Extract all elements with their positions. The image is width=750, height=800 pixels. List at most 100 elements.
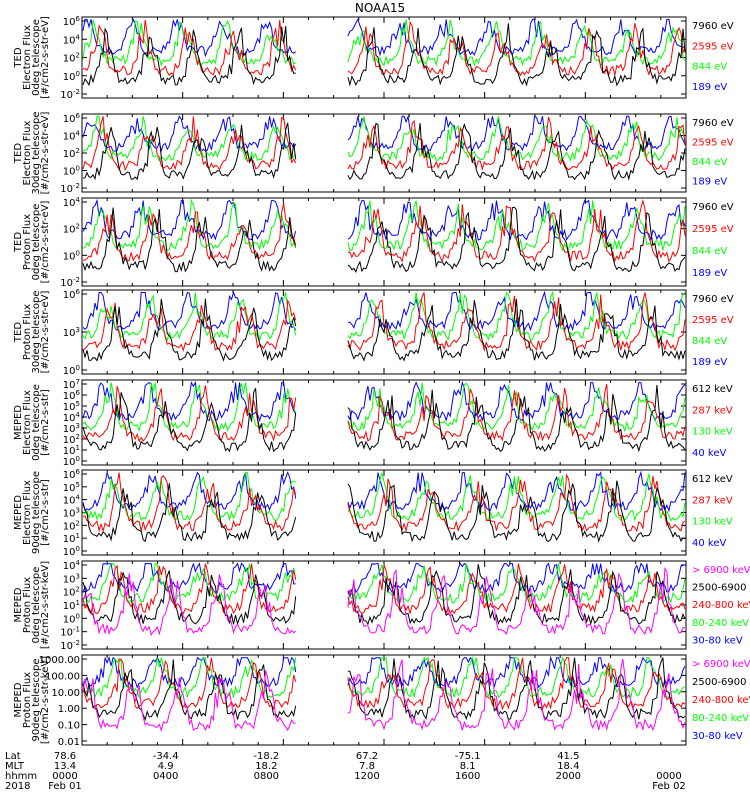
series-trace [82, 472, 686, 533]
series-trace [82, 383, 686, 443]
y-tick-label: 105 [63, 481, 80, 494]
footer-hhmm: 2000 [556, 771, 581, 782]
footer-hhmm: 0000 [656, 771, 681, 782]
footer-hhmm: 0400 [153, 771, 178, 782]
y-tick-label: 104 [63, 130, 81, 143]
y-tick-label: 106 [63, 288, 81, 301]
legend-entry: 30-80 keV [692, 635, 743, 646]
y-tick-label: 103 [63, 326, 80, 339]
y-tick-label: 100 [63, 545, 80, 558]
y-tick-label: 104 [63, 559, 81, 572]
y-tick-label: 102 [63, 519, 80, 532]
y-tick-label: 103 [63, 422, 80, 435]
y-tick-label: 104 [63, 494, 81, 507]
y-tick-label: 106 [63, 468, 81, 481]
y-tick-label: 101 [63, 444, 80, 457]
footer-mlt: 18.2 [255, 761, 277, 772]
y-tick-label: 1000.00 [39, 655, 80, 666]
legend-entry: 844 eV [692, 157, 727, 168]
legend: 7960 eV 2595 eV 844 eV 189 eV [692, 118, 734, 188]
series-trace [82, 659, 686, 733]
legend: > 6900 keV 2500-6900 240-800 keV 80-240 keV… [692, 565, 750, 646]
y-axis-label: TEDElectron Flux0deg telescope[#/cm2-s-s… [13, 16, 51, 99]
legend: 7960 eV 2595 eV 844 eV 189 eV [692, 294, 734, 368]
series-trace [82, 472, 686, 522]
y-tick-label: 100.00 [45, 671, 80, 682]
legend: 7960 eV 2595 eV 844 eV 189 eV [692, 202, 734, 279]
legend-entry: 240-800 keV [692, 695, 750, 706]
footer-row-label: Lat [5, 751, 21, 762]
series-trace [82, 290, 686, 343]
legend: 612 keV 287 keV 130 keV 40 keV [692, 474, 733, 549]
footer-row-label: MLT [5, 761, 25, 772]
y-tick-label: 101 [63, 599, 80, 612]
legend-entry: 189 eV [692, 177, 727, 188]
footer-date: Feb 01 [48, 781, 82, 792]
legend: 7960 eV 2595 eV 844 eV 189 eV [692, 21, 734, 93]
legend-entry: 7960 eV [692, 202, 734, 213]
y-tick-label: 100 [63, 249, 80, 262]
y-tick-label: 106 [63, 112, 81, 125]
y-tick-label: 100 [63, 70, 80, 83]
y-tick-label: 100 [63, 455, 80, 468]
footer-lat: -18.2 [253, 751, 279, 762]
footer-lat: -75.1 [455, 751, 481, 762]
y-tick-label: 10-2 [60, 276, 80, 289]
y-tick-label: 100 [63, 364, 80, 377]
legend-entry: 189 eV [692, 357, 727, 368]
legend-entry: 30-80 keV [692, 731, 743, 742]
legend: 612 keV 287 keV 130 keV 40 keV [692, 384, 733, 459]
footer-lat: 67.2 [356, 751, 378, 762]
legend-entry: 2595 eV [692, 41, 734, 52]
y-tick-label: 10-2 [60, 88, 80, 101]
series-trace [82, 19, 686, 67]
legend-entry: 189 eV [692, 268, 727, 279]
series-trace [82, 384, 686, 453]
y-tick-label: 10-1 [60, 626, 80, 639]
y-tick-label: 100 [63, 612, 80, 625]
footer-hhmm: 0800 [254, 771, 279, 782]
y-tick-label: 102 [63, 433, 80, 446]
series-trace [82, 480, 686, 543]
y-tick-label: 102 [63, 147, 80, 160]
y-tick-label: 106 [63, 389, 81, 402]
series-trace [82, 298, 686, 362]
legend-entry: > 6900 keV [692, 659, 750, 670]
footer-row-label: hhmm [5, 771, 37, 782]
y-tick-label: 102 [63, 52, 80, 65]
legend-entry: 7960 eV [692, 21, 734, 32]
y-tick-label: 10-2 [60, 182, 80, 195]
series-trace [82, 18, 686, 58]
legend-entry: 130 keV [692, 517, 733, 528]
series-trace [82, 19, 686, 77]
footer-mlt: 7.8 [359, 761, 375, 772]
footer-lat: -34.4 [153, 751, 179, 762]
panel-8: 1000.00 100.00 10.00 1.00 0.10 0.01 > 6900 keV… [13, 654, 750, 748]
y-axis-label: TEDProton Flux30deg telescope[#/cm2-s-st… [13, 290, 51, 373]
series-trace [82, 566, 686, 636]
y-tick-label: 101 [63, 532, 80, 545]
legend-entry: 80-240 keV [692, 618, 749, 629]
legend-entry: 7960 eV [692, 294, 734, 305]
series-trace [82, 198, 686, 263]
legend-entry: 80-240 keV [692, 713, 749, 724]
series-trace [82, 122, 686, 181]
footer-hhmm: 1600 [455, 771, 480, 782]
legend-entry: 287 keV [692, 495, 733, 506]
panel-1: 106 104 102 100 10-2 7960 eV 2595 eV 844 eV 189 … [13, 15, 734, 101]
legend-entry: 40 keV [692, 538, 726, 549]
y-tick-label: 102 [63, 586, 80, 599]
y-tick-label: 10-2 [60, 639, 80, 652]
series-trace [82, 23, 686, 87]
legend-entry: 2500-6900 [692, 677, 747, 688]
footer-hhmm: 1200 [354, 771, 379, 782]
series-trace [82, 657, 686, 711]
y-tick-label: 103 [63, 572, 80, 585]
legend-entry: 844 eV [692, 246, 727, 257]
footer-row-label: 2018 [5, 781, 30, 792]
legend-entry: 2595 eV [692, 138, 734, 149]
